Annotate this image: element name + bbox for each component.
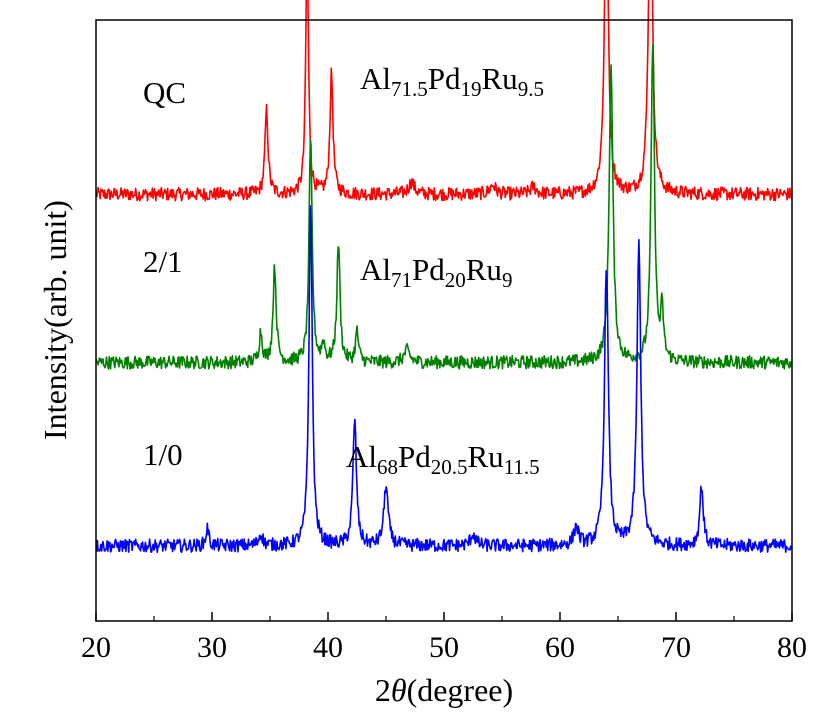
element-symbol: Pd (412, 252, 445, 287)
element-symbol: Ru (468, 439, 504, 474)
element-symbol: Al (346, 439, 377, 474)
x-axis-title-theta: θ (391, 672, 407, 708)
element-symbol: Al (360, 252, 391, 287)
series-line-1-0 (95, 205, 793, 554)
element-subscript: 19 (461, 77, 482, 101)
element-symbol: Ru (482, 61, 518, 96)
x-axis-title-unit: (degree) (407, 672, 514, 708)
x-tick-label: 70 (661, 631, 691, 664)
x-tick-label: 30 (197, 631, 227, 664)
series-layer (95, 0, 793, 554)
element-subscript: 9.5 (518, 77, 544, 101)
y-axis-title: Intensity(arb. unit) (37, 200, 73, 440)
panel-label-1-0: 1/0 (143, 437, 183, 472)
element-subscript: 20 (445, 268, 466, 292)
tick-layer: 20 30 40 50 60 70 80 (81, 612, 807, 664)
x-tick-label: 20 (81, 631, 111, 664)
series-line-2-1 (95, 43, 793, 370)
element-subscript: 71.5 (391, 77, 428, 101)
composition-formula-qc: Al71.5Pd19Ru9.5 (360, 61, 544, 101)
series-line-qc (95, 0, 793, 202)
x-tick-label: 40 (313, 631, 343, 664)
plot-frame (95, 19, 793, 622)
element-subscript: 11.5 (504, 455, 540, 479)
element-subscript: 68 (377, 455, 398, 479)
x-axis-title-prefix: 2 (375, 672, 391, 708)
x-tick-label: 80 (777, 631, 807, 664)
element-symbol: Ru (466, 252, 502, 287)
x-tick-label: 60 (545, 631, 575, 664)
composition-formula-1-0: Al68Pd20.5Ru11.5 (346, 439, 540, 479)
element-subscript: 9 (502, 268, 513, 292)
panel-label-qc: QC (143, 75, 186, 110)
x-tick-label: 50 (429, 631, 459, 664)
element-symbol: Pd (398, 439, 431, 474)
element-symbol: Pd (428, 61, 461, 96)
element-symbol: Al (360, 61, 391, 96)
composition-formula-2-1: Al71Pd20Ru9 (360, 252, 512, 292)
element-subscript: 20.5 (431, 455, 468, 479)
element-subscript: 71 (391, 268, 412, 292)
panel-label-2-1: 2/1 (143, 244, 183, 279)
x-axis-title: 2θ(degree) (375, 672, 513, 708)
